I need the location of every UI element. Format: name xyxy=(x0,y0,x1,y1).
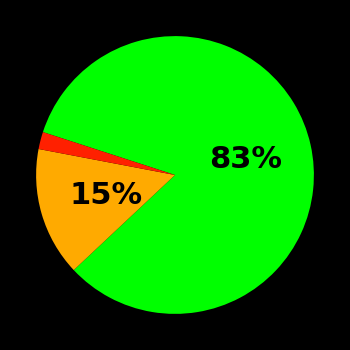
Wedge shape xyxy=(36,149,175,270)
Text: 83%: 83% xyxy=(209,145,282,174)
Text: 15%: 15% xyxy=(69,181,142,210)
Wedge shape xyxy=(43,36,314,314)
Wedge shape xyxy=(38,132,175,175)
